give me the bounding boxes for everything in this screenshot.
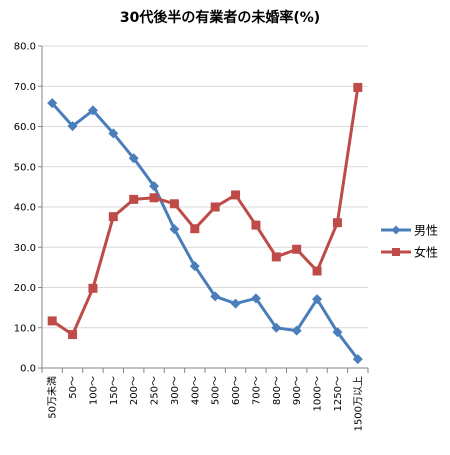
data-point-diamond <box>128 153 139 164</box>
data-point-square <box>210 202 220 212</box>
y-axis: 0.0 10.0 20.0 30.0 40.0 50.0 60.0 70.0 80.0 <box>14 42 43 375</box>
x-tick-label: 1250～ <box>333 376 344 411</box>
series-line-0 <box>50 101 360 361</box>
data-point-square <box>108 212 118 222</box>
y-tick-label: 30.0 <box>14 243 36 254</box>
data-point-diamond <box>210 291 221 302</box>
data-point-diamond <box>332 327 343 338</box>
legend-marker <box>392 248 400 256</box>
data-point-square <box>231 190 241 200</box>
data-point-square <box>149 193 159 203</box>
x-tick-label: 200～ <box>129 376 140 405</box>
data-point-diamond <box>67 121 78 132</box>
data-point-diamond <box>149 181 160 192</box>
data-point-diamond <box>271 322 282 333</box>
data-point-square <box>312 266 322 276</box>
data-point-diamond <box>291 325 302 336</box>
x-tick-label: 300～ <box>170 376 181 405</box>
x-tick-label: 150～ <box>109 376 120 405</box>
y-tick-label: 80.0 <box>14 42 36 53</box>
x-tick-label: 50万未満 <box>47 376 59 419</box>
y-tick-label: 0.0 <box>20 364 36 375</box>
x-tick-label: 500～ <box>211 376 222 405</box>
data-point-square <box>190 224 200 234</box>
series-line-1 <box>50 86 360 337</box>
data-point-diamond <box>169 224 180 235</box>
data-point-square <box>332 218 342 228</box>
legend-label: 男性 <box>414 224 438 238</box>
y-tick-label: 20.0 <box>14 283 36 294</box>
data-point-diamond <box>230 298 241 309</box>
data-point-square <box>129 194 139 204</box>
data-point-diamond <box>189 261 200 272</box>
chart-title: 30代後半の有業者の未婚率(%) <box>120 9 320 26</box>
data-point-diamond <box>47 98 58 109</box>
x-tick-label: 1500万以上 <box>352 376 364 431</box>
x-tick-label: 600～ <box>231 376 242 405</box>
data-point-diamond <box>352 354 363 365</box>
data-point-diamond <box>108 128 119 139</box>
data-point-square <box>292 244 302 254</box>
data-point-diamond <box>312 294 323 305</box>
data-point-square <box>68 330 78 340</box>
x-tick-label: 900～ <box>292 376 303 405</box>
data-point-square <box>251 220 261 230</box>
x-tick-label: 100～ <box>88 376 99 405</box>
x-tick-label: 50～ <box>68 376 79 399</box>
series-layer <box>47 82 363 365</box>
data-point-square <box>47 316 57 326</box>
data-point-square <box>169 199 179 209</box>
data-point-diamond <box>250 293 261 304</box>
data-point-square <box>88 283 98 293</box>
x-axis: 50万未満 50～ 100～ 150～ 200～ 250～ 300～ 400～ 500～ 600～… <box>41 368 369 431</box>
data-point-diamond <box>87 105 98 116</box>
y-tick-label: 40.0 <box>14 203 36 214</box>
legend-marker <box>391 225 401 235</box>
x-tick-label: 250～ <box>150 376 161 405</box>
data-point-square <box>353 82 363 92</box>
x-tick-label: 400～ <box>190 376 201 405</box>
y-tick-label: 60.0 <box>14 122 36 133</box>
gridlines <box>42 45 368 369</box>
x-tick-label: 700～ <box>251 376 262 405</box>
y-tick-label: 10.0 <box>14 323 36 334</box>
y-tick-label: 70.0 <box>14 82 36 93</box>
x-tick-label: 1000～ <box>313 376 324 411</box>
y-tick-label: 50.0 <box>14 162 36 173</box>
data-point-square <box>271 252 281 262</box>
x-tick-label: 800～ <box>272 376 283 405</box>
legend-label: 女性 <box>414 245 438 260</box>
